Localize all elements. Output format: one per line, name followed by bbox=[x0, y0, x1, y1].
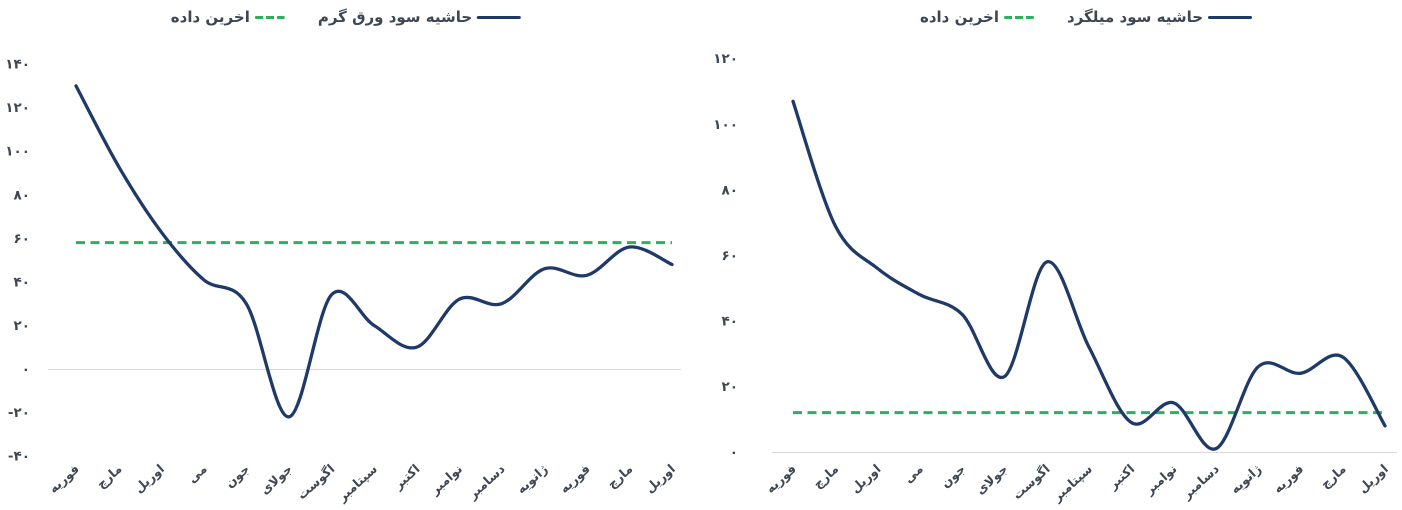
x-axis-label: مارچ bbox=[810, 461, 842, 492]
legend-label: اخرین داده bbox=[170, 8, 250, 26]
legend-rebar: اخرین داده حاشیه سود میلگرد bbox=[919, 8, 1253, 26]
x-axis-label: اکتبر bbox=[1105, 461, 1138, 493]
x-axis-label: فوریه bbox=[556, 461, 592, 496]
series-line bbox=[74, 84, 674, 419]
y-axis-label: ۰ bbox=[22, 362, 30, 378]
x-axis-label: دسامبر bbox=[1178, 461, 1222, 502]
legend-label: اخرین داده bbox=[919, 8, 1000, 26]
x-axis-label: دسامبر bbox=[464, 461, 508, 502]
x-axis-label: فوریه bbox=[1270, 461, 1306, 496]
legend-label: حاشیه سود ورق گرم bbox=[317, 8, 473, 26]
solid-line-swatch-icon bbox=[1208, 15, 1253, 19]
y-axis-label: ۲۰ bbox=[14, 318, 30, 334]
x-axis-label: اگوست bbox=[1009, 461, 1052, 502]
y-axis-label: ۶۰ bbox=[722, 248, 738, 264]
x-axis-label: اوریل bbox=[847, 461, 883, 496]
y-axis-label: ۱۰۰ bbox=[713, 117, 738, 133]
x-axis-label: مارچ bbox=[1317, 461, 1349, 492]
y-axis-label: ۴۰ bbox=[14, 274, 30, 290]
y-axis-label: ۸۰ bbox=[722, 182, 738, 198]
x-axis-label: اوریل bbox=[642, 461, 678, 496]
legend-item-latest-data: اخرین داده bbox=[919, 8, 1035, 26]
x-axis-label: اگوست bbox=[294, 461, 337, 502]
legend-item-series: حاشیه سود ورق گرم bbox=[317, 8, 522, 26]
dashed-line-swatch-icon bbox=[254, 15, 285, 19]
x-axis-label: فوریه bbox=[46, 461, 82, 496]
x-axis-label: مارچ bbox=[93, 461, 125, 492]
x-axis-label: جولای bbox=[972, 461, 1010, 497]
x-axis-label: نوامبر bbox=[427, 461, 466, 498]
chart-rebar: اخرین داده حاشیه سود میلگرد ۱۲۰ ۱۰۰ ۸۰ ۶۰ ۴۰ ۲… bbox=[700, 0, 1402, 510]
x-axis-label: سپتامبر bbox=[334, 461, 380, 505]
dashed-line-swatch-icon bbox=[1004, 15, 1035, 19]
y-axis-label: ۶۰ bbox=[14, 231, 30, 247]
y-axis-label: ۱۲۰ bbox=[5, 100, 30, 116]
y-axis-label: ۴۰ bbox=[722, 313, 738, 329]
x-axis-label: نوامبر bbox=[1141, 461, 1180, 498]
x-axis-label: اکتبر bbox=[390, 461, 423, 493]
y-axis-label: -۲۰ bbox=[8, 405, 30, 421]
legend-hot-rolled-sheet: اخرین داده حاشیه سود ورق گرم bbox=[171, 8, 522, 26]
solid-line-swatch-icon bbox=[477, 15, 522, 19]
x-axis-label: ژانویه bbox=[1227, 461, 1264, 496]
y-axis-label: ۱۲۰ bbox=[713, 51, 738, 67]
x-axis-label: اوریل bbox=[131, 461, 167, 496]
x-axis-label: جولای bbox=[257, 461, 295, 497]
y-axis-label: ۸۰ bbox=[14, 187, 30, 203]
legend-label: حاشیه سود میلگرد bbox=[1067, 8, 1204, 26]
legend-item-series: حاشیه سود میلگرد bbox=[1067, 8, 1253, 26]
series-line bbox=[791, 99, 1387, 451]
legend-item-latest-data: اخرین داده bbox=[171, 8, 285, 26]
x-axis-label: ژانویه bbox=[513, 461, 550, 496]
y-axis-label: ۱۰۰ bbox=[5, 144, 30, 160]
x-axis-label: اوریل bbox=[1355, 461, 1391, 496]
x-axis-label: فوریه bbox=[763, 461, 799, 496]
x-axis-label: مارچ bbox=[604, 461, 636, 492]
x-axis-label: می bbox=[185, 461, 210, 486]
y-axis-label: -۴۰ bbox=[8, 449, 30, 465]
x-axis-label: می bbox=[901, 461, 926, 486]
x-axis-label: سپتامبر bbox=[1049, 461, 1095, 505]
chart-hot-rolled-sheet: اخرین داده حاشیه سود ورق گرم ۱۴۰ ۱۲۰ ۱۰۰ ۸۰ ۶… bbox=[0, 0, 700, 510]
x-axis-label: جون bbox=[222, 461, 252, 491]
y-axis-label: ۲۰ bbox=[722, 379, 738, 395]
x-axis-label: جون bbox=[938, 461, 968, 491]
y-axis-label: ۱۴۰ bbox=[5, 57, 30, 73]
y-axis-label: ۰ bbox=[730, 445, 738, 461]
